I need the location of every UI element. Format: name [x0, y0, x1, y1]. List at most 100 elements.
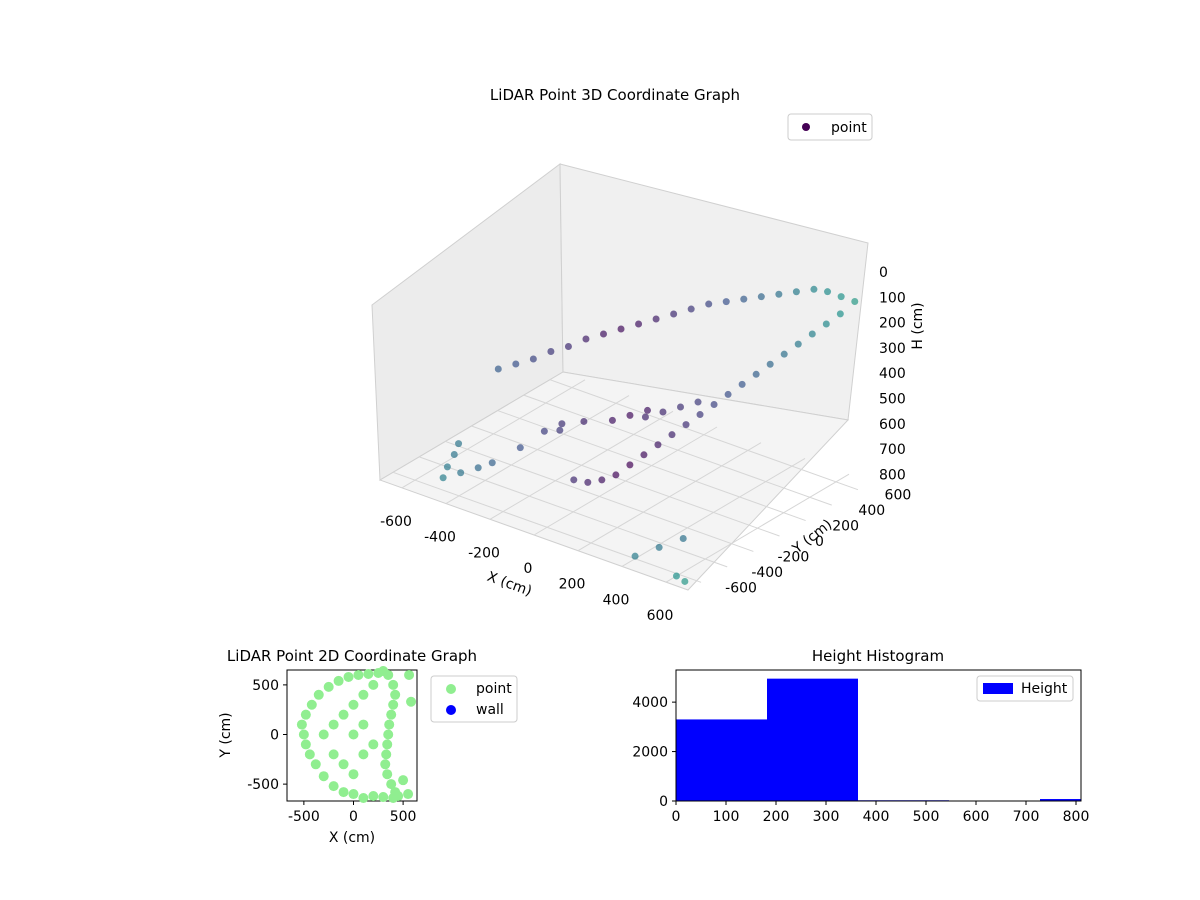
point-3d: [547, 347, 555, 355]
point-3d: [564, 342, 572, 350]
point-2d-point: [403, 789, 414, 800]
point-3d: [494, 365, 502, 373]
points-2d: [296, 665, 417, 804]
point-2d-point: [404, 669, 415, 680]
point-3d: [672, 572, 680, 580]
point-3d: [668, 431, 676, 439]
legend-2d: point wall: [430, 675, 518, 723]
histogram-legend-swatch: [983, 683, 1013, 694]
y-tick-label-2d: -500: [247, 777, 279, 793]
grid3d-y-line: [419, 456, 728, 568]
point-2d-point: [348, 789, 359, 800]
point-2d-point: [368, 679, 379, 690]
histogram-bar: [676, 719, 767, 801]
point-2d-point: [383, 669, 394, 680]
x-tick-label-hist: 600: [963, 809, 990, 825]
point-3d: [512, 360, 520, 368]
point-2d-point: [358, 749, 369, 760]
grid3d-y-line: [445, 440, 754, 552]
legend-3d-box: [787, 113, 873, 141]
point-3d: [808, 330, 816, 338]
point-3d: [794, 340, 802, 348]
point-2d-point: [338, 787, 349, 798]
grid3d-y-line: [523, 394, 832, 506]
grid3d-y-line: [497, 410, 806, 522]
point-2d-point: [358, 689, 369, 700]
point-3d: [694, 398, 702, 406]
point-2d-point: [348, 699, 359, 710]
point-2d-point: [304, 749, 315, 760]
y-tick-label-3d: -200: [777, 549, 809, 565]
point-3d: [570, 476, 578, 484]
point-3d: [612, 471, 620, 479]
legend-2d-marker-wall: [446, 705, 456, 715]
point-3d: [488, 459, 496, 467]
point-2d-point: [388, 679, 399, 690]
z-tick-label-3d: 0: [879, 265, 888, 281]
point-3d: [474, 464, 482, 472]
point-2d-point: [298, 729, 309, 740]
z-tick-label-3d: 500: [879, 392, 906, 408]
y-tick-label-3d: -400: [751, 565, 783, 581]
point-3d: [780, 350, 788, 358]
point-2d-point: [300, 739, 311, 750]
point-3d: [851, 298, 859, 306]
point-3d: [738, 380, 746, 388]
x-tick-label-hist: 700: [1013, 809, 1040, 825]
z-tick-label-3d: 400: [879, 366, 906, 382]
point-3d: [598, 476, 606, 484]
chart-2d-title: LiDAR Point 2D Coordinate Graph: [227, 647, 477, 665]
point-2d-point: [363, 668, 374, 679]
y-axis-label-2d: Y (cm): [218, 712, 234, 758]
chart-2d: LiDAR Point 2D Coordinate Graph -500 0 500…: [218, 647, 518, 846]
z-tick-label-3d: 700: [879, 442, 906, 458]
x-tick-label-2d: -500: [288, 809, 320, 825]
point-2d-point: [348, 769, 359, 780]
point-3d: [654, 441, 662, 449]
point-2d-point: [338, 759, 349, 770]
point-2d-point: [380, 759, 391, 770]
point-2d-point: [318, 729, 329, 740]
point-2d-point: [296, 719, 307, 730]
point-3d: [558, 420, 566, 428]
point-2d-point: [323, 681, 334, 692]
x-tick-label-3d: 200: [559, 577, 586, 593]
point-3d: [824, 288, 832, 296]
point-3d: [679, 534, 687, 542]
point-2d-point: [348, 729, 359, 740]
point-3d: [439, 474, 447, 482]
x-tick-label-hist: 800: [1063, 809, 1090, 825]
histogram-legend-label: Height: [1021, 681, 1068, 697]
point-3d: [652, 315, 660, 323]
point-3d: [556, 426, 564, 434]
histogram-legend: Height: [976, 675, 1074, 702]
x-tick-label-hist: 200: [763, 809, 790, 825]
point-3d: [516, 444, 524, 452]
points-3d: [439, 285, 859, 585]
chart-3d: LiDAR Point 3D Coordinate Graph -600-400…: [371, 86, 926, 624]
legend-2d-label-wall: wall: [476, 702, 504, 718]
grid-3d: [392, 379, 859, 583]
x-tick-label-3d: 600: [647, 608, 674, 624]
point-3d: [644, 406, 651, 414]
x-tick-label-3d: -200: [468, 545, 500, 561]
point-3d: [659, 408, 667, 416]
point-3d: [631, 552, 639, 560]
point-2d-point: [388, 793, 399, 804]
point-2d-point: [383, 729, 394, 740]
point-3d: [457, 469, 465, 477]
point-3d: [677, 403, 684, 411]
point-3d: [837, 293, 845, 301]
grid3d-y-line: [471, 425, 780, 537]
x-tick-label-3d: -400: [424, 530, 456, 546]
point-2d-point: [386, 779, 397, 790]
point-2d-point: [390, 689, 401, 700]
point-3d: [775, 290, 783, 298]
point-3d: [752, 370, 760, 378]
ticks-3d: -600-400-2000200400600-600-400-200020040…: [380, 265, 911, 624]
point-2d-point: [338, 709, 349, 720]
point-3d: [822, 320, 830, 328]
x-tick-label-hist: 0: [672, 809, 681, 825]
point-2d-point: [300, 709, 311, 720]
point-3d: [670, 310, 678, 318]
